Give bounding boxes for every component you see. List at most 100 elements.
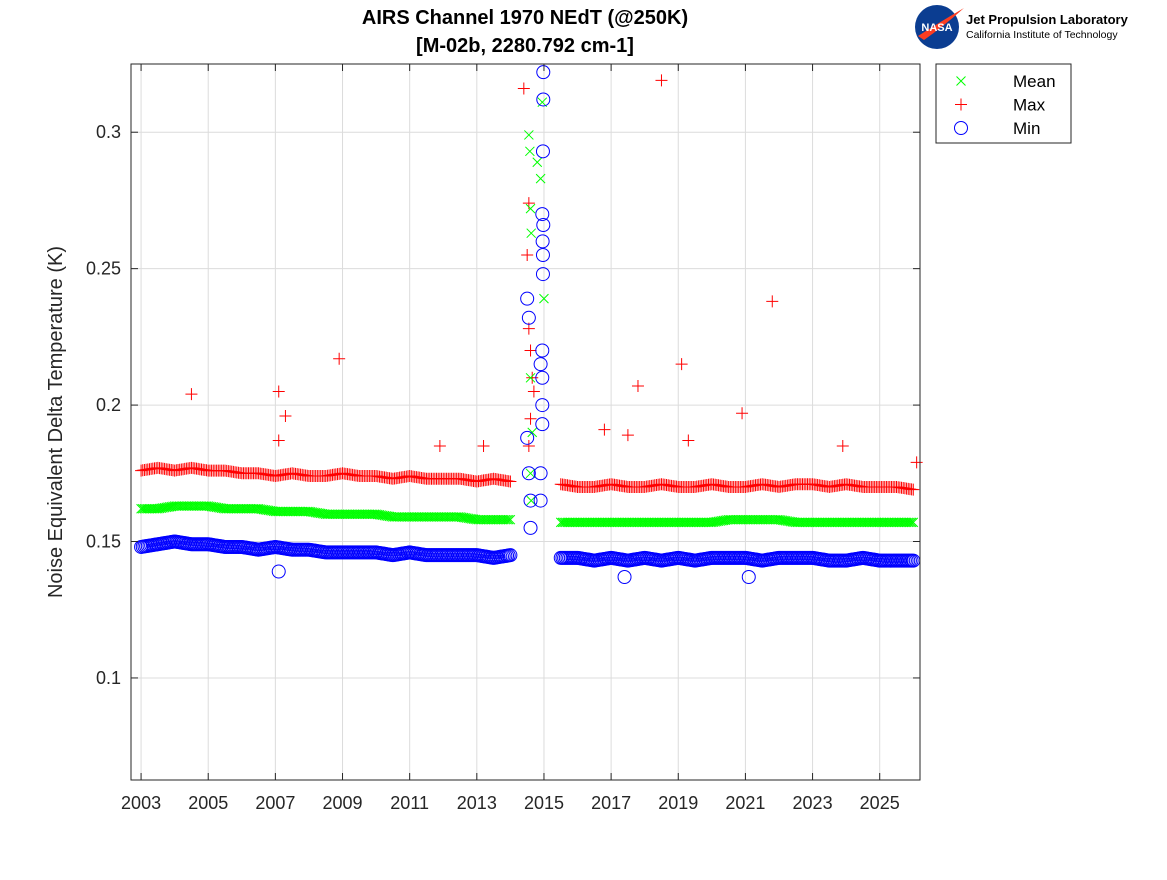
mean-point-interp bbox=[636, 517, 647, 528]
mean-point-interp bbox=[797, 517, 808, 528]
mean-point-interp bbox=[871, 517, 882, 528]
mean-point-interp bbox=[171, 501, 182, 511]
mean-point bbox=[270, 506, 281, 517]
mean-point-interp bbox=[868, 517, 878, 528]
mean-point-interp bbox=[879, 517, 890, 528]
mean-point bbox=[525, 203, 536, 214]
mean-point-interp bbox=[839, 517, 850, 528]
mean-point-interp bbox=[433, 512, 444, 522]
mean-point-interp bbox=[881, 517, 892, 528]
mean-point-interp bbox=[648, 517, 658, 528]
mean-point-interp bbox=[194, 501, 205, 511]
mean-point-interp bbox=[864, 517, 875, 528]
mean-point bbox=[824, 517, 835, 528]
max-point bbox=[526, 371, 539, 384]
max-point bbox=[504, 475, 517, 488]
mean-point-interp bbox=[878, 517, 888, 528]
mean-point-interp bbox=[678, 517, 689, 528]
mean-point-interp bbox=[641, 517, 652, 528]
y-tick-label: 0.2 bbox=[96, 395, 121, 415]
x-tick-label: 2019 bbox=[658, 793, 698, 813]
mean-point-interp bbox=[391, 512, 402, 522]
mean-point-interp bbox=[700, 517, 710, 528]
max-point bbox=[279, 409, 292, 422]
mean-point-interp bbox=[188, 501, 198, 511]
nasa-swoosh-icon bbox=[918, 8, 964, 40]
max-point bbox=[272, 385, 285, 398]
mean-point-interp bbox=[144, 503, 155, 514]
x-tick-label: 2011 bbox=[390, 793, 429, 813]
x-tick-label: 2025 bbox=[860, 793, 900, 813]
mean-point bbox=[790, 517, 801, 528]
mean-point bbox=[891, 517, 902, 528]
mean-point-interp bbox=[181, 501, 192, 511]
mean-point-interp bbox=[574, 517, 585, 528]
mean-point-interp bbox=[607, 517, 618, 528]
mean-point-interp bbox=[347, 509, 358, 520]
mean-point-interp bbox=[478, 514, 489, 525]
mean-point-interp bbox=[435, 512, 445, 522]
mean-point-interp bbox=[591, 517, 601, 528]
data-marks bbox=[134, 65, 923, 584]
min-point bbox=[741, 569, 756, 584]
mean-point-interp bbox=[502, 514, 512, 525]
mean-point-interp bbox=[853, 517, 863, 528]
mean-point-interp bbox=[842, 517, 853, 528]
mean-point-interp bbox=[446, 512, 457, 522]
legend-marker-min bbox=[954, 121, 968, 135]
mean-point-interp bbox=[339, 509, 350, 520]
mean-point bbox=[535, 173, 546, 184]
mean-point-interp bbox=[275, 506, 286, 517]
mean-point-interp bbox=[681, 517, 692, 528]
mean-point-interp bbox=[426, 512, 437, 522]
mean-point-interp bbox=[619, 517, 630, 528]
grid bbox=[131, 64, 920, 780]
mean-point bbox=[388, 512, 398, 522]
mean-point bbox=[320, 509, 331, 520]
mean-point-interp bbox=[653, 517, 663, 528]
chart-subtitle: [M-02b, 2280.792 cm-1] bbox=[416, 35, 634, 57]
mean-point-interp bbox=[822, 517, 833, 528]
mean-point-interp bbox=[362, 509, 373, 520]
mean-point-interp bbox=[273, 506, 284, 517]
mean-point-interp bbox=[485, 514, 496, 525]
mean-point-interp bbox=[225, 503, 235, 514]
mean-point bbox=[236, 503, 247, 514]
mean-point-interp bbox=[896, 517, 907, 528]
mean-point-interp bbox=[618, 517, 628, 528]
mean-point-interp bbox=[671, 517, 682, 528]
mean-point-interp bbox=[473, 514, 484, 525]
mean-point-interp bbox=[445, 512, 455, 522]
min-point bbox=[523, 493, 538, 508]
mean-point-interp bbox=[616, 517, 627, 528]
max-point bbox=[517, 82, 530, 95]
mean-point-interp bbox=[873, 517, 883, 528]
mean-point-interp bbox=[762, 514, 773, 525]
mean-point-interp bbox=[483, 514, 494, 525]
mean-point-interp bbox=[184, 501, 195, 511]
mean-point-interp bbox=[233, 503, 244, 514]
axis-ticks: 2003 2005 2007 2009 2011 2013 2015 2017 2019 2021… bbox=[86, 64, 920, 813]
mean-point-interp bbox=[889, 517, 900, 528]
mean-point bbox=[526, 495, 537, 506]
mean-point-interp bbox=[866, 517, 877, 528]
max-point bbox=[524, 344, 537, 357]
mean-point-interp bbox=[804, 517, 815, 528]
mean-point-interp bbox=[487, 514, 497, 525]
mean-point-interp bbox=[440, 512, 450, 522]
mean-point-interp bbox=[295, 506, 306, 517]
mean-point-interp bbox=[498, 514, 509, 525]
mean-point-interp bbox=[836, 517, 846, 528]
max-point bbox=[433, 440, 446, 453]
mean-point-interp bbox=[335, 509, 346, 520]
mean-point-interp bbox=[247, 503, 257, 514]
mean-point-interp bbox=[750, 514, 761, 525]
mean-point-interp bbox=[577, 517, 588, 528]
mean-point-interp bbox=[733, 514, 744, 525]
max-point bbox=[766, 295, 779, 308]
mean-point-interp bbox=[856, 517, 867, 528]
max-point bbox=[736, 407, 749, 420]
max-point bbox=[907, 483, 920, 496]
mean-point-interp bbox=[849, 517, 860, 528]
mean-point-interp bbox=[846, 517, 857, 528]
